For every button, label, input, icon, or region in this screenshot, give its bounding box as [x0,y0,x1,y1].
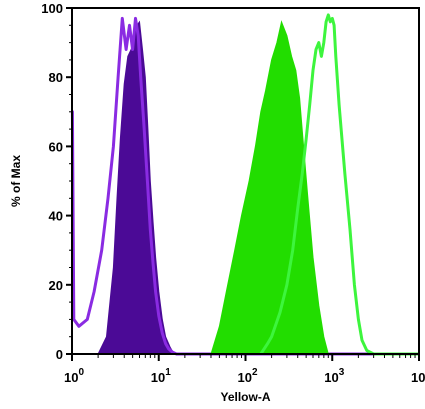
y-tick-label: 40 [49,209,63,224]
y-tick-label: 100 [41,1,63,16]
x-tick-label: 102 [237,367,257,385]
x-tick-label: 104 [411,367,425,385]
y-tick-label: 0 [56,347,63,362]
y-tick-label: 80 [49,70,63,85]
x-tick-label: 100 [64,367,84,385]
x-tick-label: 101 [151,367,171,385]
y-tick-label: 60 [49,139,63,154]
series-layer [70,13,419,356]
histogram-series-3-filled [210,20,329,355]
histogram-series-2-outline [70,16,419,356]
y-axis-title: % of Max [9,155,23,207]
y-axis: 0 20 40 60 80 100 [41,1,72,362]
histogram-series-4-outline [259,13,419,356]
x-axis-title: Yellow-A [220,390,270,404]
x-tick-label: 103 [324,367,344,385]
x-axis: 100 101 102 103 104 [64,354,425,385]
y-tick-label: 20 [49,278,63,293]
